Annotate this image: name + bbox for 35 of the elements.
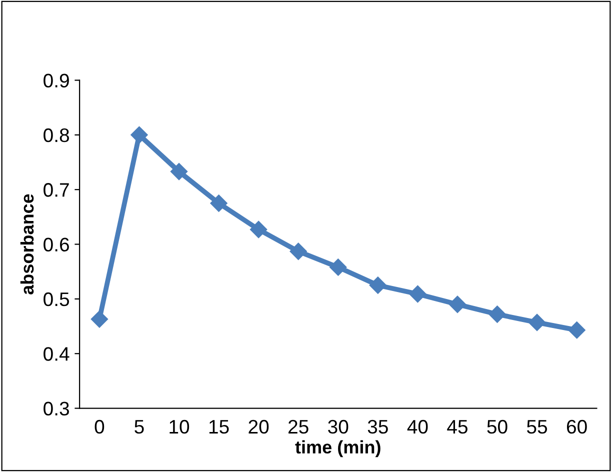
point (210, 194, 228, 212)
y-tick-label: 0.8 (44, 128, 69, 142)
x-tick-label: 10 (170, 420, 190, 434)
x-tick-label: 15 (209, 420, 229, 434)
y-tick-label: 0.9 (44, 74, 69, 88)
y-tick-label: 0.5 (44, 292, 70, 306)
x-tick-label: 25 (288, 420, 308, 434)
x-axis-title: time (min) (295, 440, 380, 458)
point (448, 296, 466, 313)
point (130, 126, 148, 144)
x-tick-label: 55 (526, 420, 548, 434)
point (488, 306, 506, 323)
point (250, 220, 268, 238)
point (568, 322, 586, 339)
y-tick-label: 0.7 (44, 183, 69, 197)
x-tick-label: 60 (566, 420, 587, 434)
y-tick-label: 0.3 (44, 402, 69, 416)
x-tick-label: 0 (94, 420, 104, 434)
x-tick-label: 50 (487, 420, 508, 434)
x-tick-label: 40 (407, 420, 428, 434)
point (330, 258, 347, 276)
x-tick-label: 20 (248, 420, 269, 434)
point (90, 310, 108, 328)
point (170, 162, 188, 180)
x-tick-label: 30 (328, 420, 348, 434)
point (528, 314, 546, 331)
x-tick-label: 45 (447, 420, 468, 434)
point (369, 276, 386, 294)
point (290, 242, 307, 260)
y-axis-title: absorbance (20, 194, 34, 294)
x-tick-label: 5 (134, 420, 144, 434)
point (409, 285, 426, 303)
y-tick-label: 0.6 (44, 238, 69, 252)
x-tick-label: 35 (368, 420, 388, 434)
y-tick-label: 0.4 (44, 347, 70, 361)
